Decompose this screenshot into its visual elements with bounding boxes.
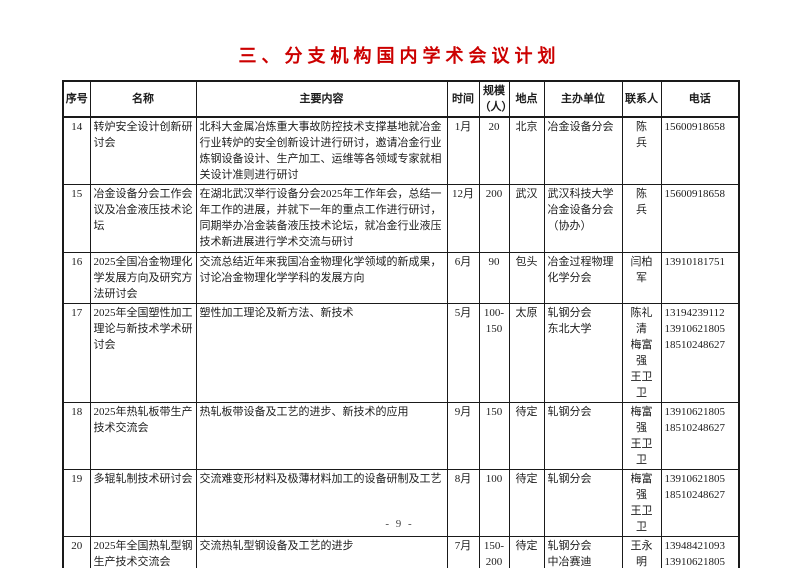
cell-location: 北京 — [508, 116, 545, 185]
column-header: 规模 （人） — [478, 80, 510, 118]
cell-time: 1月 — [446, 116, 480, 185]
cell-no: 16 — [62, 252, 91, 304]
cell-no: 18 — [62, 402, 91, 470]
column-header: 联系人 — [621, 80, 662, 118]
cell-scale: 20 — [478, 116, 510, 185]
cell-no: 17 — [62, 303, 91, 403]
cell-phones: 13194239112 13910621805 18510248627 — [660, 303, 740, 403]
table-body: 14 转炉安全设计创新研讨会 北科大金属冶炼重大事故防控技术支撑基地就冶金行业转炉的… — [62, 116, 740, 568]
cell-contacts: 王永明 梅富强 王卫卫 — [621, 536, 662, 568]
cell-phones: 13948421093 13910621805 18510248627 — [660, 536, 740, 568]
cell-contacts: 陈 兵 — [621, 184, 662, 253]
column-header: 时间 — [446, 80, 480, 118]
cell-content: 交流总结近年来我国冶金物理化学领域的新成果，讨论冶金物理化学学科的发展方向 — [195, 252, 448, 304]
cell-no: 20 — [62, 536, 91, 568]
cell-organizer: 轧钢分会 — [543, 469, 623, 537]
column-header: 地点 — [508, 80, 545, 118]
cell-contacts: 陈礼清 梅富强 王卫卫 — [621, 303, 662, 403]
cell-name: 转炉安全设计创新研讨会 — [89, 116, 197, 185]
cell-location: 武汉 — [508, 184, 545, 253]
cell-content: 北科大金属冶炼重大事故防控技术支撑基地就冶金行业转炉的安全创新设计进行研讨，邀请… — [195, 116, 448, 185]
column-header: 主办单位 — [543, 80, 623, 118]
cell-location: 待定 — [508, 402, 545, 470]
table-row: 14 转炉安全设计创新研讨会 北科大金属冶炼重大事故防控技术支撑基地就冶金行业转炉的… — [62, 116, 740, 185]
table-row: 19 多辊轧制技术研讨会 交流难变形材料及极薄材料加工的设备研制及工艺 8月 100 待定… — [62, 469, 740, 537]
cell-time: 12月 — [446, 184, 480, 253]
column-header: 名称 — [89, 80, 197, 118]
cell-location: 太原 — [508, 303, 545, 403]
table-row: 16 2025全国冶金物理化学发展方向及研究方法研讨会 交流总结近年来我国冶金物理化… — [62, 252, 740, 304]
cell-phones: 13910621805 18510248627 — [660, 402, 740, 470]
cell-organizer: 冶金设备分会 — [543, 116, 623, 185]
cell-no: 15 — [62, 184, 91, 253]
column-header: 序号 — [62, 80, 91, 118]
cell-scale: 100-150 — [478, 303, 510, 403]
cell-no: 14 — [62, 116, 91, 185]
cell-name: 2025年热轧板带生产技术交流会 — [89, 402, 197, 470]
cell-name: 2025年全国热轧型钢生产技术交流会 — [89, 536, 197, 568]
column-header: 电话 — [660, 80, 740, 118]
cell-contacts: 陈 兵 — [621, 116, 662, 185]
cell-scale: 150-200 — [478, 536, 510, 568]
cell-time: 7月 — [446, 536, 480, 568]
cell-time: 5月 — [446, 303, 480, 403]
cell-contacts: 梅富强 王卫卫 — [621, 469, 662, 537]
cell-content: 在湖北武汉举行设备分会2025年工作年会，总结一年工作的进展，并就下一年的重点工… — [195, 184, 448, 253]
cell-content: 热轧板带设备及工艺的进步、新技术的应用 — [195, 402, 448, 470]
cell-scale: 90 — [478, 252, 510, 304]
cell-content: 塑性加工理论及新方法、新技术 — [195, 303, 448, 403]
cell-organizer: 冶金过程物理化学分会 — [543, 252, 623, 304]
cell-contacts: 闫柏军 — [621, 252, 662, 304]
cell-phones: 13910621805 18510248627 — [660, 469, 740, 537]
page-title: 三、分支机构国内学术会议计划 — [238, 46, 561, 66]
page-number: - 9 - — [385, 518, 414, 530]
cell-phones: 13910181751 — [660, 252, 740, 304]
table-row: 15 冶金设备分会工作会议及冶金液压技术论坛 在湖北武汉举行设备分会2025年工作年… — [62, 184, 740, 253]
cell-organizer: 武汉科技大学 冶金设备分会 （协办） — [543, 184, 623, 253]
cell-content: 交流热轧型钢设备及工艺的进步 — [195, 536, 448, 568]
table-row: 17 2025年全国塑性加工理论与新技术学术研讨会 塑性加工理论及新方法、新技术 5月… — [62, 303, 740, 403]
cell-scale: 200 — [478, 184, 510, 253]
cell-time: 6月 — [446, 252, 480, 304]
cell-time: 9月 — [446, 402, 480, 470]
table-row: 20 2025年全国热轧型钢生产技术交流会 交流热轧型钢设备及工艺的进步 7月 150-… — [62, 536, 740, 568]
cell-organizer: 轧钢分会 东北大学 — [543, 303, 623, 403]
cell-organizer: 轧钢分会 中冶赛迪 — [543, 536, 623, 568]
cell-scale: 150 — [478, 402, 510, 470]
cell-name: 2025全国冶金物理化学发展方向及研究方法研讨会 — [89, 252, 197, 304]
column-header: 主要内容 — [195, 80, 448, 118]
cell-location: 待定 — [508, 469, 545, 537]
cell-contacts: 梅富强 王卫卫 — [621, 402, 662, 470]
cell-no: 19 — [62, 469, 91, 537]
cell-location: 待定 — [508, 536, 545, 568]
cell-phones: 15600918658 — [660, 116, 740, 185]
cell-location: 包头 — [508, 252, 545, 304]
table-row: 18 2025年热轧板带生产技术交流会 热轧板带设备及工艺的进步、新技术的应用 9月 1… — [62, 402, 740, 470]
cell-name: 冶金设备分会工作会议及冶金液压技术论坛 — [89, 184, 197, 253]
cell-name: 2025年全国塑性加工理论与新技术学术研讨会 — [89, 303, 197, 403]
cell-organizer: 轧钢分会 — [543, 402, 623, 470]
cell-phones: 15600918658 — [660, 184, 740, 253]
